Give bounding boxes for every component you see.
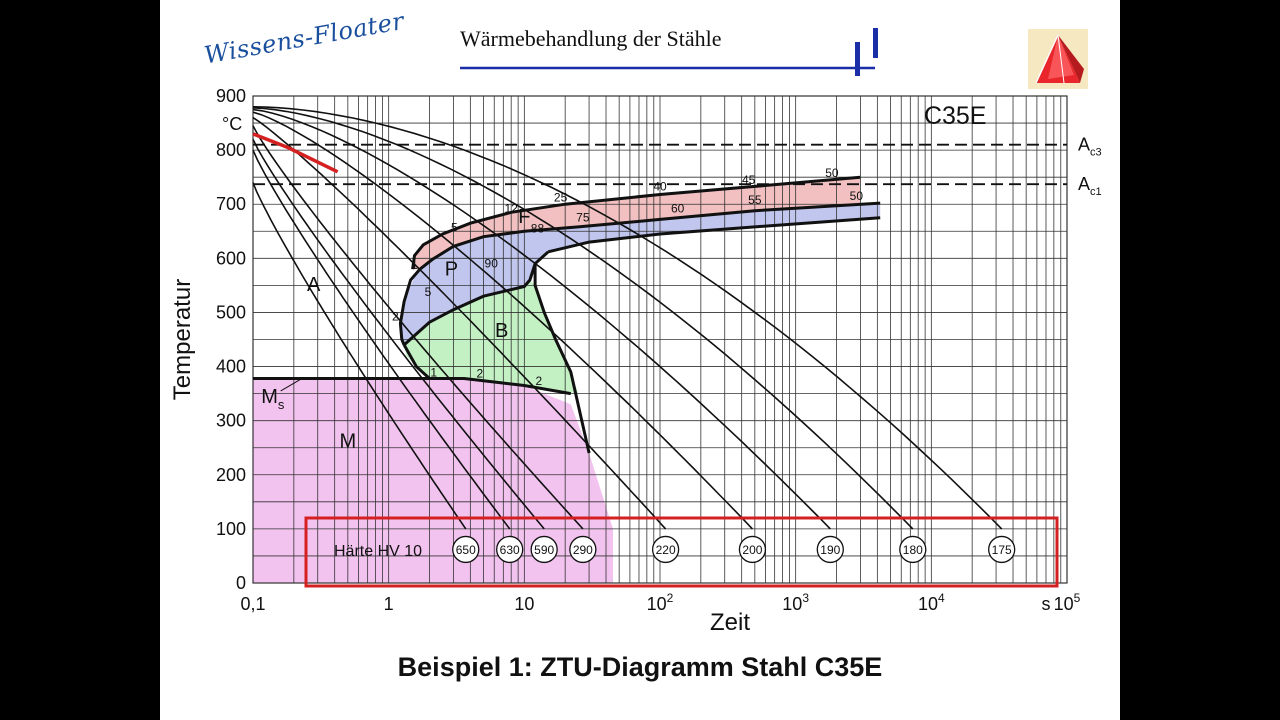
cooling-curve <box>252 106 1003 530</box>
region-label-a: A <box>307 274 321 296</box>
hardness-marker <box>899 535 927 564</box>
y-tick-label: 600 <box>216 248 246 268</box>
x-unit-label: s <box>1041 594 1050 614</box>
phase-percentage-label: 25 <box>554 191 568 205</box>
phase-percentage-label: 5 <box>451 220 458 234</box>
slide: 0 100 200 300 400 500 600 700 800 900 °C 0,1 1 10 102 1… <box>160 0 1120 720</box>
x-tick-label: 10 <box>514 594 534 614</box>
y-tick-label: 400 <box>216 357 246 377</box>
phase-percentage-label: 90 <box>485 257 499 271</box>
x-tick-label: 103 <box>782 591 809 614</box>
phase-percentage-label: 50 <box>825 166 839 180</box>
y-tick-label: 700 <box>216 194 246 214</box>
hardness-box <box>304 516 1059 588</box>
ferrite-start-line <box>411 175 861 270</box>
hardness-marker <box>988 535 1016 564</box>
hardness-marker <box>738 535 767 564</box>
y-tick-label: 500 <box>216 302 246 322</box>
bainite-end-line <box>533 263 591 454</box>
region-label-b: B <box>495 320 508 342</box>
y-unit-label: °C <box>222 114 242 134</box>
region-label-m: M <box>339 431 356 453</box>
phase-percentage-label: 2 <box>536 374 543 388</box>
y-tick-label: 800 <box>216 140 246 160</box>
phase-percentage-label: 12 <box>505 201 519 215</box>
reference-label-ac1: Ac1 <box>1078 174 1102 198</box>
phase-percentage-label: 1 <box>411 258 418 272</box>
cooling-curve <box>252 149 511 530</box>
hardness-value: 290 <box>573 543 593 557</box>
hardness-value: 630 <box>500 543 520 557</box>
x-tick-label: 1 <box>384 594 394 614</box>
phase-percentage-label: 60 <box>671 201 685 215</box>
hardness-value: 180 <box>903 543 923 557</box>
cooling-curve <box>252 125 584 530</box>
y-tick-label: 200 <box>216 465 246 485</box>
phase-percentage-label: 50 <box>850 189 864 203</box>
hardness-value: 190 <box>820 543 840 557</box>
hardness-label: Härte HV 10 <box>334 543 422 560</box>
phase-percentage-label: 1 <box>430 365 437 379</box>
ferrite-region <box>412 177 861 270</box>
bainite-region <box>404 280 579 394</box>
cooling-curve <box>252 182 467 530</box>
phase-percentage-label: 55 <box>748 193 762 207</box>
hardness-marker <box>452 535 480 564</box>
x-tick-label: 105 <box>1054 591 1081 614</box>
x-tick-label: 104 <box>918 591 945 614</box>
cooling-curve <box>252 111 753 530</box>
phase-percentage-label: 45 <box>742 173 756 187</box>
hardness-value: 650 <box>456 543 476 557</box>
pearlite-nose-line <box>398 268 422 346</box>
chart-title: C35E <box>924 102 987 130</box>
phase-percentage-label: 5 <box>425 285 432 299</box>
cooling-curve <box>252 107 914 530</box>
phase-percentage-label: 88 <box>531 221 545 235</box>
x-axis-title: Zeit <box>710 609 750 636</box>
region-label-f: F <box>518 206 530 228</box>
prism-logo-icon <box>1028 29 1088 89</box>
hardness-value: 590 <box>534 543 554 557</box>
critical-cooling-curve <box>252 132 339 174</box>
phase-percentage-label: 40 <box>653 180 667 194</box>
bainite-nose-line <box>402 344 431 380</box>
ztu-diagram: 0 100 200 300 400 500 600 700 800 900 °C 0,1 1 10 102 1… <box>169 86 1102 636</box>
pearlite-end-line <box>547 216 881 254</box>
phase-percentage-label: 2 <box>392 310 399 324</box>
hardness-marker <box>496 535 524 564</box>
hardness-marker <box>530 535 558 564</box>
region-label-p: P <box>445 259 458 281</box>
y-axis-title: Temperatur <box>169 279 196 400</box>
phase-percentage-label: 75 <box>576 211 590 225</box>
x-tick-label: 102 <box>647 591 674 614</box>
y-tick-label: 100 <box>216 519 246 539</box>
cooling-curve <box>252 108 831 530</box>
hardness-value: 200 <box>742 543 762 557</box>
hardness-value: 175 <box>992 543 1012 557</box>
martensite-start-line <box>253 377 572 396</box>
y-tick-label: 0 <box>236 573 246 593</box>
phase-percentage-label: 2 <box>477 366 484 380</box>
x-tick-label: 0,1 <box>240 594 265 614</box>
cooling-curve <box>252 116 667 530</box>
header-title: Wärmebehandlung der Stähle <box>460 26 722 51</box>
slide-caption: Beispiel 1: ZTU-Diagramm Stahl C35E <box>397 652 883 682</box>
hardness-value: 220 <box>656 543 676 557</box>
plot-frame <box>252 95 1068 584</box>
hardness-marker <box>816 535 844 564</box>
y-tick-label: 900 <box>216 86 246 106</box>
cooling-curve <box>252 138 545 530</box>
ms-pointer <box>280 378 303 392</box>
hardness-marker <box>651 535 680 564</box>
pearlite-start-line <box>418 201 881 271</box>
y-tick-label: 300 <box>216 411 246 431</box>
reference-label-ac3: Ac3 <box>1078 135 1102 159</box>
hardness-marker <box>569 535 597 564</box>
pearlite-region <box>399 203 881 345</box>
